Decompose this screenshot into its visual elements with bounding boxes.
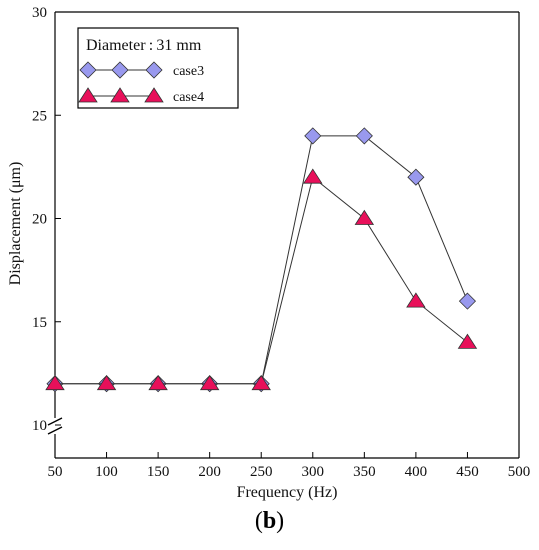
figure-caption: (b) [0,508,539,535]
data-point-case4 [251,374,271,391]
x-tick-label: 150 [147,464,170,480]
x-tick-label: 300 [302,464,325,480]
data-point-case4 [406,292,426,308]
data-point-case4 [45,374,65,391]
y-tick-label: 25 [32,108,47,124]
series-case4 [45,168,478,391]
series-line-case3 [55,135,468,385]
data-point-case3 [407,168,425,186]
legend-marker-case3 [111,61,129,79]
y-tick-label: 30 [32,5,47,21]
caption-open: ( [254,508,263,534]
legend-marker-case3 [145,61,163,79]
legend: Diameter : 31 mm case3 case4 [77,27,239,109]
series-layer [45,127,478,393]
data-point-case4 [96,374,117,391]
data-point-case4 [303,168,323,184]
data-point-case3 [355,127,373,145]
x-tick-label: 500 [508,464,531,480]
legend-marker-case3 [79,61,97,79]
legend-marker-case4 [110,87,130,103]
legend-label: case4 [173,90,204,105]
y-tick-label: 20 [32,212,47,228]
caption-close: ) [276,508,285,534]
data-point-case4 [457,333,478,349]
x-tick-label: 50 [48,464,63,480]
data-point-case3 [458,292,477,310]
legend-marker-case4 [144,87,164,103]
x-axis-title: Frequency (Hz) [237,484,338,501]
x-tick-label: 250 [250,464,273,480]
y-tick-label: 10 [32,418,47,434]
data-point-case4 [148,374,168,391]
legend-title: Diameter : 31 mm [86,37,202,54]
series-line-case4 [55,176,468,385]
x-tick-label: 100 [95,464,118,480]
x-tick-label: 400 [405,464,428,480]
axis-break-mark [47,426,63,435]
data-point-case4 [354,209,375,225]
x-tick-label: 450 [456,464,479,480]
legend-marker-case4 [78,87,98,103]
x-tick-label: 200 [198,464,221,480]
axes: 50 100 150 200 250 300 350 400 450 500 10 15 20 25 30 [32,5,530,480]
legend-entry-case4: case4 [78,87,204,105]
data-point-case4 [199,374,220,391]
axis-break-mark [47,417,63,426]
x-tick-label: 350 [353,464,376,480]
y-tick-label: 15 [32,315,47,331]
series-case3 [46,127,477,393]
legend-entry-case3: case3 [79,61,204,79]
legend-label: case3 [173,64,204,79]
data-point-case3 [304,127,322,145]
y-axis-title: Displacement (μm) [7,162,24,286]
caption-label: b [262,508,277,534]
